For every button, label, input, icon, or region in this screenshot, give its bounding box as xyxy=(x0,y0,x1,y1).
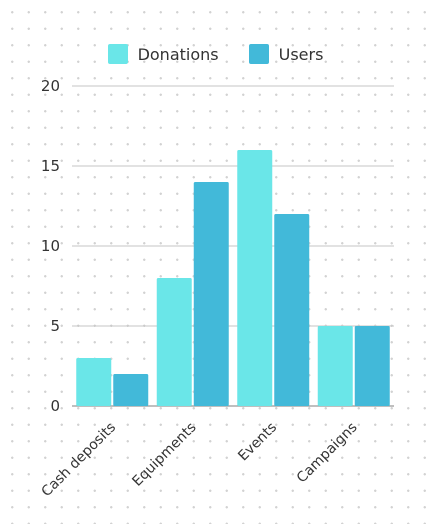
x-tick-label: Events xyxy=(235,420,280,465)
legend: Donations Users xyxy=(0,44,431,64)
legend-item-donations[interactable]: Donations xyxy=(107,44,219,64)
y-tick-label: 15 xyxy=(41,157,60,175)
legend-swatch-users xyxy=(248,44,269,64)
bar-users-1[interactable] xyxy=(193,182,229,406)
legend-label-users: Users xyxy=(278,44,324,64)
bar-donations-0[interactable] xyxy=(76,358,112,406)
y-tick-label: 10 xyxy=(41,237,60,255)
y-tick-label: 5 xyxy=(50,317,60,335)
y-tick-label: 20 xyxy=(41,77,60,95)
legend-swatch-donations xyxy=(107,44,128,64)
bar-users-0[interactable] xyxy=(113,374,149,406)
y-tick-label: 0 xyxy=(50,397,60,415)
bars xyxy=(76,150,390,406)
bar-donations-1[interactable] xyxy=(156,278,192,406)
bar-donations-2[interactable] xyxy=(237,150,273,406)
x-tick-label: Equipments xyxy=(129,420,199,490)
x-axis-ticks: Cash deposits Equipments Events Campaigns xyxy=(39,420,361,501)
x-tick-label: Campaigns xyxy=(294,420,361,487)
legend-item-users[interactable]: Users xyxy=(248,44,324,64)
bar-users-3[interactable] xyxy=(354,326,390,406)
x-tick-label: Cash deposits xyxy=(39,420,120,501)
bar-users-2[interactable] xyxy=(274,214,310,406)
bar-donations-3[interactable] xyxy=(317,326,353,406)
legend-label-donations: Donations xyxy=(137,44,219,64)
y-axis-ticks: 0 5 10 15 20 xyxy=(41,77,60,415)
